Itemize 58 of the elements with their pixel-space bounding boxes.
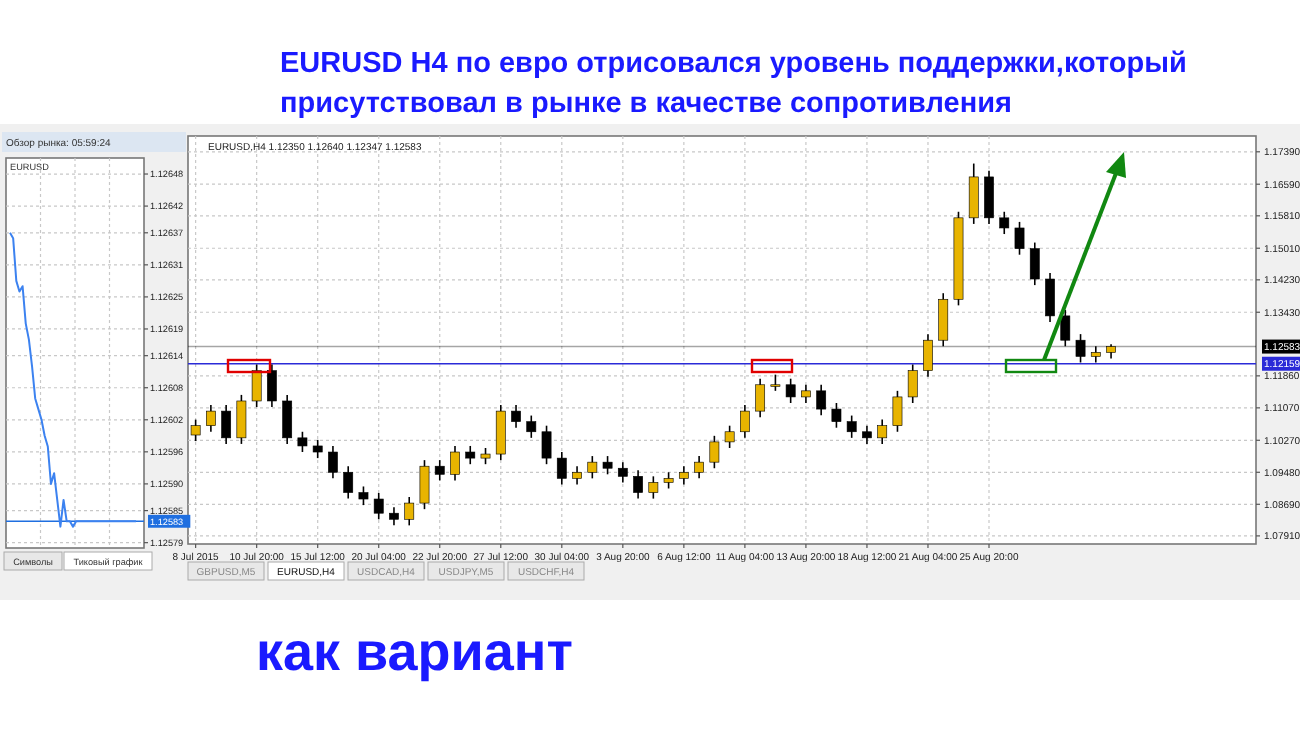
candlestick — [831, 402, 842, 429]
candlestick — [587, 455, 598, 480]
candlestick — [785, 377, 796, 404]
candlestick — [678, 465, 689, 486]
candlestick — [511, 404, 521, 429]
candlestick — [633, 469, 643, 500]
line-series — [9, 231, 137, 528]
candlestick — [907, 363, 918, 404]
candlestick — [465, 445, 476, 465]
candlestick — [434, 459, 445, 482]
candlestick — [755, 377, 766, 418]
candlestick — [1014, 221, 1025, 256]
candlestick — [984, 170, 994, 225]
chart-title: EURUSD H4 по евро отрисовался уровень поддержки,который присутствовал в рынке в качестве сопротивления — [280, 48, 1187, 120]
candlestick — [923, 333, 933, 378]
candlestick — [389, 506, 399, 527]
candlestick — [816, 383, 827, 416]
candlestick — [328, 445, 338, 480]
candlestick — [541, 424, 552, 465]
candlestick — [694, 455, 704, 480]
candlestick — [404, 496, 415, 527]
candlestick — [358, 485, 369, 506]
candlestick — [343, 465, 354, 500]
candlestick — [968, 162, 979, 225]
candlestick — [602, 455, 613, 476]
text: как вариант — [256, 622, 573, 682]
candlestick — [221, 404, 232, 445]
candlestick — [282, 394, 293, 445]
candlestick — [190, 418, 201, 442]
candlestick — [297, 430, 308, 453]
candlestick — [892, 390, 903, 433]
candlestick — [877, 418, 888, 445]
candlestick — [938, 292, 949, 348]
candlestick — [251, 363, 262, 408]
candlestick — [709, 435, 720, 470]
candlestick — [526, 414, 537, 439]
candlestick — [419, 459, 430, 510]
candlestick — [236, 394, 247, 445]
candlestick — [1060, 309, 1071, 348]
candlestick — [556, 451, 567, 486]
candlestick — [724, 424, 735, 449]
candlestick — [1075, 333, 1086, 364]
candlestick — [617, 461, 628, 484]
candlestick — [312, 439, 323, 459]
candlestick — [648, 475, 659, 500]
candlestick — [267, 363, 277, 408]
candlestick — [1045, 272, 1055, 323]
candlestick — [206, 404, 216, 433]
candlestick — [846, 414, 857, 439]
candlestick — [572, 465, 582, 486]
candlestick — [373, 492, 384, 521]
candlestick — [862, 424, 872, 445]
candlestick — [450, 445, 460, 482]
candlestick — [999, 210, 1010, 235]
candlestick — [801, 383, 811, 404]
candlestick — [740, 404, 750, 439]
candlestick — [495, 404, 506, 461]
candlestick — [1029, 241, 1040, 286]
